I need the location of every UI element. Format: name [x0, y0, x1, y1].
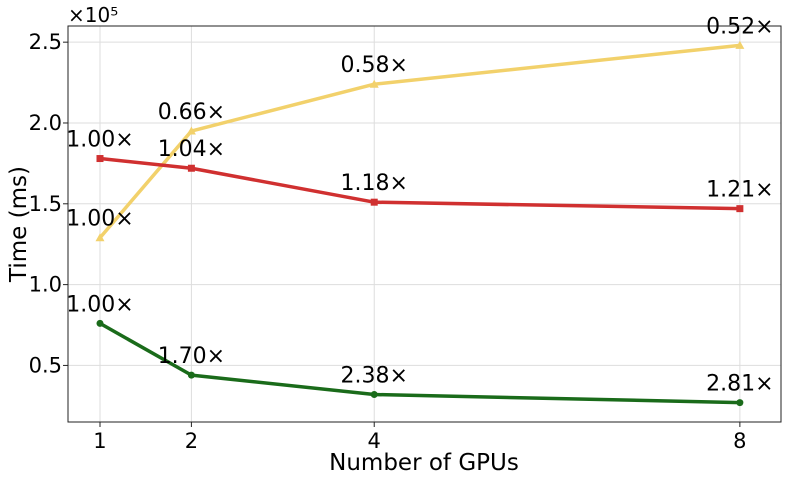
data-label: 0.66× — [158, 100, 225, 125]
data-point — [95, 233, 105, 242]
data-point — [370, 198, 378, 206]
x-tick-label: 2 — [185, 429, 198, 453]
y-tick-label: 0.5 — [29, 353, 62, 377]
series-circle — [96, 319, 744, 407]
x-tick-label: 1 — [93, 429, 106, 453]
y-tick-label: 2.0 — [29, 111, 62, 135]
data-label: 0.58× — [341, 53, 408, 78]
y-tick-label: 2.5 — [29, 30, 62, 54]
data-point — [96, 155, 104, 163]
plot-frame — [67, 25, 782, 423]
data-label: 0.52× — [706, 14, 773, 39]
grid — [68, 26, 781, 422]
series-line — [98, 321, 742, 405]
x-tick-label: 8 — [733, 429, 746, 453]
data-point — [96, 319, 104, 327]
data-point — [735, 40, 745, 49]
x-axis-label: Number of GPUs — [329, 450, 519, 476]
series-layer — [95, 40, 745, 407]
data-label: 1.04× — [158, 137, 225, 162]
y-tick-label: 1.0 — [29, 273, 62, 297]
data-label: 1.70× — [158, 344, 225, 369]
data-label: 2.38× — [341, 364, 408, 389]
ticks: 1 2 4 8 0.5 1.0 1.5 2.0 2.5 — [29, 30, 747, 453]
data-labels: 1.00× 0.66× 0.58× 0.52× 1.00× 1.04× 1.18× 1.21×… — [66, 14, 773, 396]
x-tick-label: 4 — [368, 429, 381, 453]
data-label: 1.21× — [706, 178, 773, 203]
data-point — [187, 371, 195, 379]
data-point — [369, 79, 379, 88]
data-label: 1.00× — [66, 128, 133, 153]
data-label: 1.00× — [66, 292, 133, 317]
series-triangle — [95, 40, 745, 242]
data-point — [370, 391, 378, 399]
data-point — [187, 164, 195, 172]
series-line — [98, 156, 742, 211]
data-point — [736, 399, 744, 407]
data-label: 2.81× — [706, 372, 773, 397]
series-line — [98, 43, 742, 240]
data-point — [186, 126, 196, 135]
y-axis-label: Time (ms) — [6, 166, 32, 283]
data-point — [736, 205, 744, 213]
data-label: 1.18× — [341, 171, 408, 196]
data-label: 1.00× — [66, 207, 133, 232]
y-axis-exponent: ×10⁵ — [68, 3, 118, 27]
series-square — [96, 155, 744, 213]
y-tick-label: 1.5 — [29, 192, 62, 216]
